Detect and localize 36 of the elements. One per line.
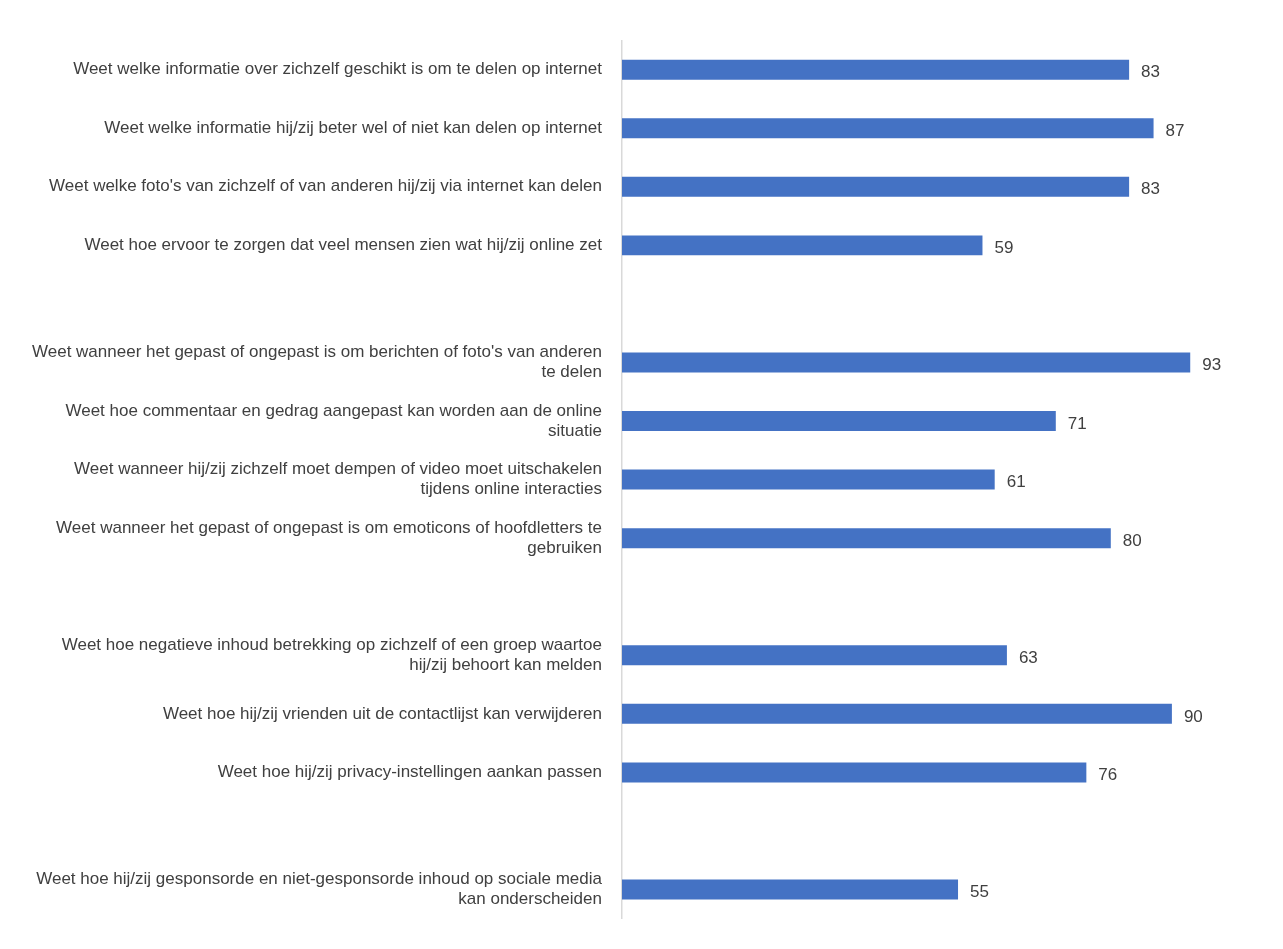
data-label: 80 [1122,530,1142,550]
bar [621,528,1111,549]
data-label: 63 [1018,647,1038,667]
data-label: 93 [1202,355,1222,375]
data-label: 90 [1183,706,1203,726]
data-label: 83 [1141,179,1161,199]
y-tick-label: Weet hoe ervoor te zorgen dat veel mensen zien wat hij/zij online zet [84,235,603,255]
bar [621,703,1172,724]
y-tick-label: Weet wanneer hij/zij zichzelf moet dempen of video moet uitschakelen tijdens online interacties [74,459,602,499]
data-label: 61 [1006,472,1026,492]
data-label: 55 [970,882,989,902]
data-label: 59 [994,238,1014,258]
bar [621,59,1130,80]
bar [621,352,1191,373]
y-tick-label: Weet welke foto's van zichzelf of van anderen hij/zij via internet kan delen [49,176,602,196]
data-label: 71 [1067,413,1087,433]
y-tick-label: Weet welke informatie over zichzelf geschikt is om te delen op internet [73,59,603,79]
y-tick-label: Weet wanneer het gepast of ongepast is om berichten of foto's van anderen te delen [32,341,602,382]
bar [621,469,995,490]
data-label: 87 [1165,120,1185,140]
bar [621,762,1087,783]
y-tick-label: Weet hoe hij/zij privacy-instellingen aankan passen [217,762,602,782]
bar [621,879,959,900]
data-label: 83 [1141,62,1161,82]
y-tick-label: Weet wanneer het gepast of ongepast is om emoticons of hoofdletters te gebruiken [56,517,602,558]
y-tick-label: Weet welke informatie hij/zij beter wel of niet kan delen op internet [104,117,603,137]
y-tick-label: Weet hoe hij/zij vrienden uit de contactlijst kan verwijderen [162,703,602,723]
bar [621,411,1056,432]
data-label: 76 [1098,765,1118,785]
bar [621,235,983,256]
bar [621,176,1130,197]
bar [621,645,1007,666]
y-tick-label: Weet hoe negatieve inhoud betrekking op zichzelf of een groep waartoe hij/zij behoort kan melden [61,634,602,675]
y-tick-label: Weet hoe hij/zij gesponsorde en niet-gesponsorde inhoud op sociale media kan onderscheiden [36,869,603,909]
bar [621,118,1154,139]
y-tick-label: Weet hoe commentaar en gedrag aangepast kan worden aan de online situatie [65,400,602,440]
